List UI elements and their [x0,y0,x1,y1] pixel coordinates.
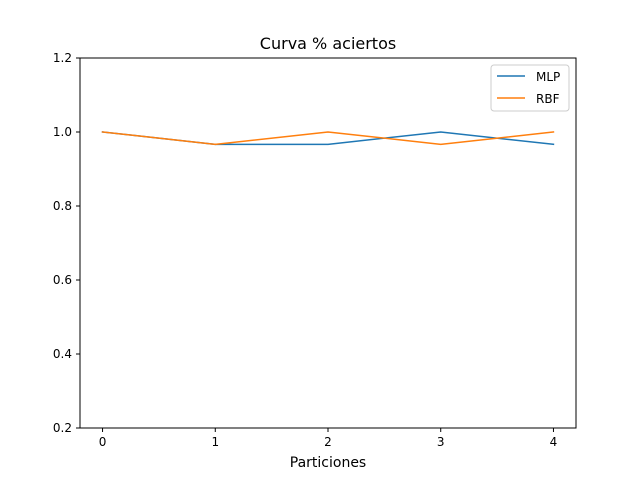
chart-title: Curva % aciertos [260,34,396,53]
x-tick-label: 2 [324,435,332,449]
series-line-rbf [101,131,555,146]
x-tick-label: 1 [211,435,219,449]
y-tick-label: 1.2 [53,51,72,65]
legend-label-rbf: RBF [536,92,560,106]
legend-label-mlp: MLP [536,70,560,84]
x-tick-label: 3 [437,435,445,449]
y-tick-label: 0.2 [53,421,72,435]
x-tick-label: 4 [550,435,558,449]
plot-area: 0 1 2 3 4 0.2 0.4 0.6 0.8 1.0 1.2 MLP RBF [53,51,577,449]
y-tick-label: 0.4 [53,347,72,361]
y-tick-label: 0.6 [53,273,72,287]
y-tick-label: 1.0 [53,125,72,139]
x-tick-label: 0 [99,435,107,449]
x-axis-label: Particiones [290,455,366,471]
y-tick-label: 0.8 [53,199,72,213]
